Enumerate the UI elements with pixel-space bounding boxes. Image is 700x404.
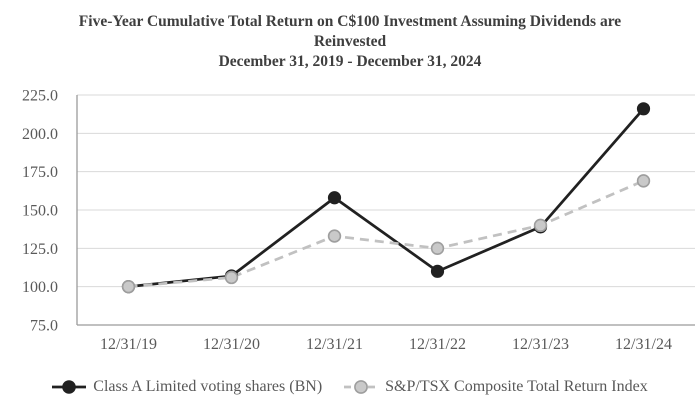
y-tick-label: 125.0 xyxy=(22,241,58,258)
x-tick-label: 12/31/23 xyxy=(512,336,569,353)
x-tick-label: 12/31/19 xyxy=(100,336,157,353)
series-line-0 xyxy=(128,107,645,289)
legend: Class A Limited voting shares (BN) S&P/TS… xyxy=(0,378,700,396)
chart-subtitle: December 31, 2019 - December 31, 2024 xyxy=(218,53,482,70)
data-point-series-1 xyxy=(430,241,445,256)
legend-item-1: S&P/TSX Composite Total Return Index xyxy=(344,378,648,396)
legend-marker-icon-1 xyxy=(344,380,379,394)
data-point-series-0 xyxy=(327,191,342,205)
x-tick-label: 12/31/20 xyxy=(203,336,260,353)
y-tick-label: 225.0 xyxy=(22,88,58,105)
data-point-series-1 xyxy=(327,229,342,243)
legend-label-1: S&P/TSX Composite Total Return Index xyxy=(385,378,648,395)
y-tick-label: 100.0 xyxy=(22,279,58,296)
data-point-series-1 xyxy=(533,218,548,233)
chart-title-block: Five-Year Cumulative Total Return on C$1… xyxy=(0,12,700,72)
data-point-series-1 xyxy=(224,270,239,285)
chart-title-line-2: Reinvested xyxy=(313,33,387,50)
data-point-series-0 xyxy=(430,264,445,278)
y-tick-label: 75.0 xyxy=(30,318,58,335)
y-tick-label: 150.0 xyxy=(22,203,58,220)
x-tick-label: 12/31/22 xyxy=(409,336,466,353)
legend-item-0: Class A Limited voting shares (BN) xyxy=(52,378,322,396)
data-point-series-1 xyxy=(121,279,136,294)
chart-title-line-1: Five-Year Cumulative Total Return on C$1… xyxy=(78,13,622,30)
legend-label-0: Class A Limited voting shares (BN) xyxy=(93,378,323,395)
x-tick-label: 12/31/24 xyxy=(615,336,672,353)
legend-marker-icon-0 xyxy=(52,380,87,394)
x-tick-label: 12/31/21 xyxy=(306,336,363,353)
y-tick-label: 175.0 xyxy=(22,164,58,181)
y-tick-label: 200.0 xyxy=(22,126,58,143)
series-line-1 xyxy=(128,179,645,289)
data-point-series-0 xyxy=(636,102,651,116)
data-point-series-1 xyxy=(636,174,651,188)
